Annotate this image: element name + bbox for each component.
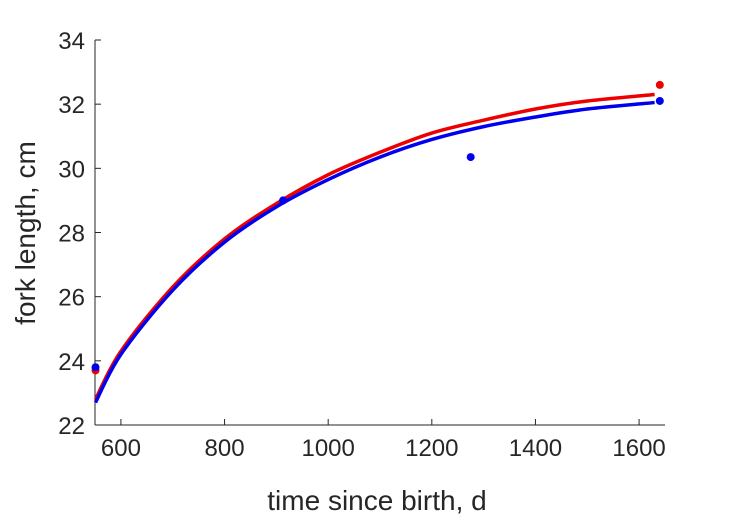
y-tick-label: 32: [58, 92, 85, 119]
x-tick-label: 600: [101, 435, 141, 462]
y-tick-label: 24: [58, 349, 85, 376]
fit-curve-1: [93, 92, 655, 401]
axes: 600 800 1000 1200 1400 1600 22 24 26 28 30 32 34: [58, 28, 665, 462]
fitted-curves: [93, 92, 655, 404]
fit-curve-2: [93, 100, 655, 404]
y-tick-label: 26: [58, 285, 85, 312]
data-points: [91, 80, 664, 375]
y-tick-label: 30: [58, 156, 85, 183]
x-tick-label: 1000: [301, 435, 354, 462]
data-point-2: [655, 96, 664, 105]
data-point-1: [655, 80, 664, 89]
x-tick-label: 800: [205, 435, 245, 462]
data-point-2: [279, 196, 288, 205]
x-tick-label: 1400: [509, 435, 562, 462]
data-point-2: [466, 153, 475, 162]
x-tick-label: 1200: [405, 435, 458, 462]
y-tick-label: 34: [58, 28, 85, 55]
y-tick-label: 22: [58, 413, 85, 440]
x-tick-label: 1600: [612, 435, 665, 462]
y-tick-label: 28: [58, 221, 85, 248]
x-axis-label: time since birth, d: [267, 485, 486, 516]
y-axis-label: fork length, cm: [10, 141, 41, 325]
data-point-2: [91, 363, 100, 372]
